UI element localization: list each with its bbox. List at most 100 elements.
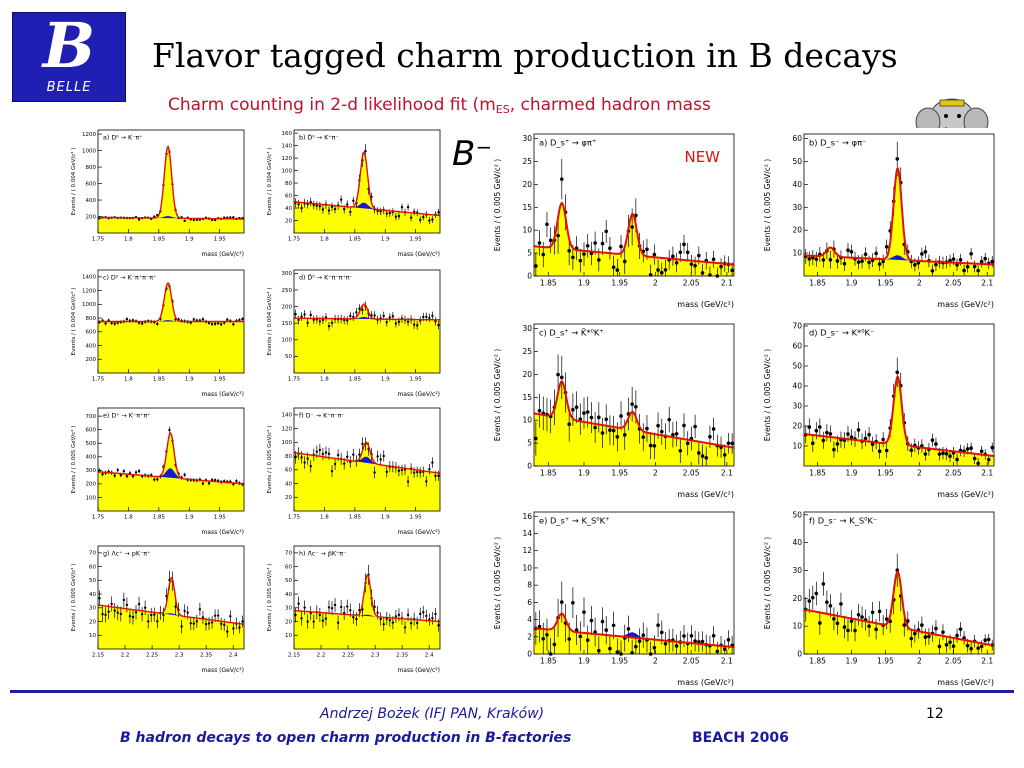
x-tick-label: 2 <box>917 657 922 666</box>
data-point <box>541 252 546 257</box>
data-point <box>346 319 349 322</box>
data-point <box>406 480 410 483</box>
data-point <box>309 313 312 317</box>
data-point <box>204 622 208 626</box>
yellow-fill-area <box>294 442 440 511</box>
data-point <box>839 602 843 606</box>
y-tick-label: 40 <box>285 592 292 598</box>
data-point <box>589 618 594 623</box>
data-point <box>294 613 297 617</box>
data-point <box>634 644 638 649</box>
data-point <box>634 404 638 409</box>
data-point <box>578 634 583 639</box>
data-point <box>339 198 343 201</box>
data-point <box>958 257 963 262</box>
y-tick-label: 600 <box>86 428 97 434</box>
data-point <box>201 616 205 619</box>
data-point <box>110 321 113 325</box>
plot-panel-d: 1.75 1.8 1.85 1.9 1.95 50 100 150 200 250 300 mass … <box>264 266 446 399</box>
data-point <box>810 441 815 445</box>
data-point <box>630 225 634 229</box>
panel-svg: 1.75 1.8 1.85 1.9 1.95 200 400 600 800 1000 1200 14… <box>68 266 250 399</box>
data-point <box>571 255 575 260</box>
data-point <box>559 375 564 380</box>
panel-background <box>490 318 740 500</box>
data-point <box>548 238 553 243</box>
y-tick-label: 120 <box>282 156 293 162</box>
data-point <box>210 218 214 222</box>
data-point <box>600 619 605 624</box>
panel-channel-label: b) D_s⁻ → φπ⁻ <box>809 138 866 148</box>
data-point <box>388 316 392 319</box>
data-point <box>645 426 649 431</box>
data-point <box>715 649 720 654</box>
y-tick-label: 10 <box>285 633 292 639</box>
data-point <box>125 317 129 321</box>
data-point <box>835 259 840 263</box>
fit-curve <box>533 201 734 266</box>
data-point <box>937 452 942 456</box>
footer-talk-title: B hadron decays to open charm production… <box>120 730 572 746</box>
subtitle-text-rest: , charmed hadron mass <box>509 95 711 115</box>
data-point <box>678 250 683 255</box>
data-point <box>315 204 319 207</box>
data-point <box>856 612 861 617</box>
data-point <box>394 322 398 325</box>
x-axis-label: mass (GeV/c²) <box>201 529 244 536</box>
x-tick-label: 1.9 <box>185 377 194 383</box>
x-tick-label: 2 <box>917 279 922 288</box>
data-point <box>860 615 864 619</box>
data-point <box>207 622 211 625</box>
y-tick-label: 30 <box>285 606 292 612</box>
data-point <box>726 637 731 642</box>
data-point <box>98 596 101 600</box>
data-point <box>656 623 660 628</box>
fit-curve <box>98 282 244 323</box>
data-point <box>537 624 542 629</box>
data-point <box>294 456 297 459</box>
data-point <box>422 611 425 614</box>
data-point <box>571 407 575 412</box>
y-tick-label: 200 <box>282 304 293 310</box>
x-axis-label: mass (GeV/c²) <box>677 678 734 687</box>
fit-curve <box>294 303 440 321</box>
fit-curve <box>803 376 995 457</box>
data-point <box>122 469 126 473</box>
plot-frame <box>97 407 245 512</box>
plot-panel-ds-d: 1.85 1.9 1.95 2 2.05 2.1 10 20 30 40 50 60 70 mass (G… <box>760 318 1000 500</box>
plot-frame <box>533 133 735 277</box>
data-point <box>818 621 822 625</box>
data-point <box>324 617 328 620</box>
data-point <box>400 468 404 472</box>
data-point <box>361 308 364 312</box>
data-point <box>355 311 358 314</box>
data-point <box>113 322 116 325</box>
data-point <box>582 411 586 415</box>
data-point <box>930 438 935 442</box>
plot-panel-e: 1.75 1.8 1.85 1.9 1.95 100 200 300 400 500 600 700 m… <box>68 404 250 537</box>
data-point <box>913 631 917 636</box>
y-tick-label: 80 <box>285 181 292 187</box>
yellow-fill-area <box>294 575 440 649</box>
data-point <box>927 634 931 639</box>
plot-panel-b: 1.75 1.8 1.85 1.9 1.95 20 40 60 80 100 120 140 160 ma… <box>264 126 446 259</box>
panel-channel-label: f) D_s⁻ → K_S⁰K⁻ <box>809 516 877 526</box>
data-point <box>567 637 571 641</box>
data-point <box>541 636 546 641</box>
y-tick-label: 50 <box>792 157 802 166</box>
plot-panel-ds-f: 1.85 1.9 1.95 2 2.05 2.1 0 10 20 30 40 50 mass (GeV/… <box>760 506 1000 688</box>
data-point <box>419 612 422 616</box>
y-tick-label: 20 <box>792 226 802 235</box>
panel-channel-label: e) D⁺ → K⁻π⁺π⁺ <box>103 413 150 420</box>
y-tick-label: 15 <box>522 203 532 212</box>
data-point <box>585 244 590 248</box>
data-point <box>428 219 431 222</box>
x-tick-label: 1.95 <box>214 377 227 383</box>
data-point <box>434 612 437 616</box>
x-tick-label: 1.85 <box>809 657 826 666</box>
y-tick-label: 5 <box>527 249 532 258</box>
y-tick-label: 300 <box>282 271 293 277</box>
y-axis-label: Events / ( 0.005 GeV/c² ) <box>493 537 502 629</box>
y-tick-label: 30 <box>89 606 96 612</box>
data-point <box>867 432 871 437</box>
